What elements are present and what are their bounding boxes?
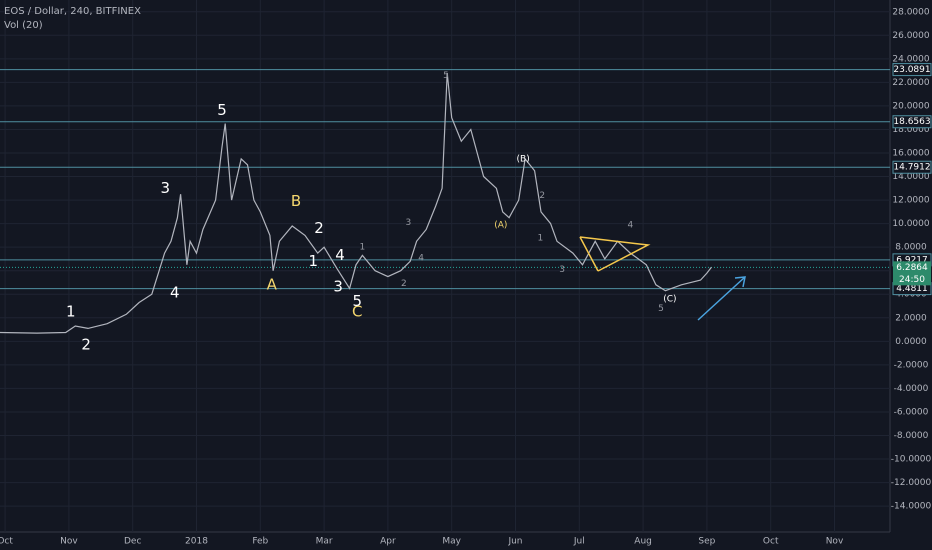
grid bbox=[0, 0, 890, 532]
volume-label: Vol (20) bbox=[4, 20, 43, 31]
y-tick-label: 24.0000 bbox=[892, 54, 929, 64]
wave-label: 2 bbox=[314, 219, 324, 237]
price-level-box bbox=[892, 63, 932, 77]
axis: 28.000026.000024.000022.000020.000018.00… bbox=[0, 7, 932, 546]
wave-label: 4 bbox=[418, 253, 424, 263]
x-tick-label: Nov bbox=[826, 537, 844, 547]
wave-label: 3 bbox=[559, 265, 565, 275]
wave-label: 2 bbox=[539, 191, 545, 201]
wave-label: 2 bbox=[401, 279, 407, 289]
y-tick-label: 22.0000 bbox=[892, 78, 929, 88]
price-level-label: 4.4811 bbox=[896, 284, 928, 294]
arrow-head bbox=[734, 276, 746, 288]
price-level-label: 23.0891 bbox=[893, 65, 930, 75]
y-tick-label: 28.0000 bbox=[892, 7, 929, 17]
x-tick-label: Nov bbox=[60, 537, 78, 547]
wave-label: 4 bbox=[627, 220, 633, 230]
y-tick-label: 0.0000 bbox=[895, 337, 927, 347]
triangle-drawing bbox=[579, 236, 599, 272]
y-tick-label: 16.0000 bbox=[892, 149, 929, 159]
x-tick-label: Sep bbox=[698, 537, 715, 547]
wave-label: 5 bbox=[353, 292, 363, 310]
y-tick-label: -8.0000 bbox=[894, 431, 929, 441]
price-level-label: 6.9217 bbox=[896, 255, 928, 265]
wave-label: 4 bbox=[335, 246, 345, 264]
wave-label: 2 bbox=[81, 335, 91, 353]
wave-label: 4 bbox=[170, 284, 180, 302]
y-tick-label: 12.0000 bbox=[892, 196, 929, 206]
wave-label: 1 bbox=[308, 252, 318, 270]
price-level-box bbox=[892, 115, 932, 129]
wave-label: 3 bbox=[333, 278, 343, 296]
wave-label: A bbox=[267, 275, 278, 293]
x-tick-label: Feb bbox=[252, 537, 268, 547]
wave-label: 3 bbox=[405, 218, 411, 228]
wave-label: (B) bbox=[517, 154, 530, 164]
x-tick-label: Jul bbox=[573, 537, 585, 547]
price-level-label: 14.7912 bbox=[893, 163, 930, 173]
y-tick-label: 14.0000 bbox=[892, 172, 929, 182]
arrow-drawing bbox=[697, 276, 746, 321]
x-tick-label: Mar bbox=[316, 537, 333, 547]
y-tick-label: 20.0000 bbox=[892, 101, 929, 111]
price-level-box bbox=[892, 160, 932, 174]
y-tick-label: 8.0000 bbox=[895, 243, 927, 253]
price-level-label: 18.6563 bbox=[893, 117, 930, 127]
y-tick-label: -14.0000 bbox=[891, 502, 932, 512]
wave-label: (C) bbox=[663, 294, 676, 304]
y-tick-label: -2.0000 bbox=[894, 360, 929, 370]
y-tick-label: -4.0000 bbox=[894, 384, 929, 394]
y-tick-label: 26.0000 bbox=[892, 31, 929, 41]
x-tick-label: 2018 bbox=[185, 537, 208, 547]
wave-label: 1 bbox=[538, 233, 544, 243]
x-tick-label: Oct bbox=[0, 537, 13, 547]
x-tick-label: Oct bbox=[763, 537, 779, 547]
levels bbox=[0, 69, 890, 290]
y-tick-label: -12.0000 bbox=[891, 478, 932, 488]
y-tick-label: 2.0000 bbox=[895, 313, 927, 323]
y-tick-label: 18.0000 bbox=[892, 125, 929, 135]
x-tick-label: Dec bbox=[124, 537, 141, 547]
y-tick-label: 10.0000 bbox=[892, 219, 929, 229]
wave-label: 1 bbox=[66, 302, 76, 320]
triangle-drawing bbox=[579, 236, 651, 272]
x-tick-label: Apr bbox=[380, 537, 396, 547]
y-tick-label: -10.0000 bbox=[891, 455, 932, 465]
x-tick-label: Aug bbox=[634, 537, 652, 547]
chart-title: EOS / Dollar, 240, BITFINEX bbox=[4, 6, 141, 17]
wave-label: (A) bbox=[494, 220, 507, 230]
wave-label: B bbox=[291, 192, 301, 210]
wave-label: 5 bbox=[658, 304, 664, 314]
wave-label: 5 bbox=[443, 71, 449, 81]
countdown-label: 24:50 bbox=[899, 275, 925, 285]
x-tick-label: May bbox=[442, 537, 461, 547]
wave-label: C bbox=[352, 302, 362, 320]
wave-label: 3 bbox=[160, 179, 170, 197]
y-tick-label: -6.0000 bbox=[894, 407, 929, 417]
last-price-box bbox=[893, 261, 931, 286]
wave-label: 1 bbox=[360, 243, 366, 253]
wave-label: 5 bbox=[217, 101, 227, 119]
x-tick-label: Jun bbox=[507, 537, 522, 547]
last-price-label: 6.2864 bbox=[896, 263, 928, 273]
price-line bbox=[0, 72, 712, 334]
